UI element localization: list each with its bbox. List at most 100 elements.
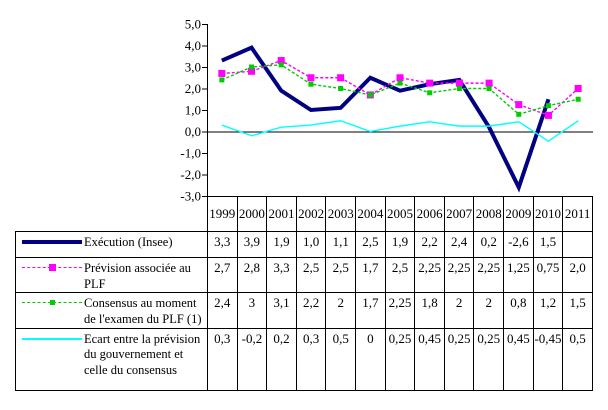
series-marker-1 (515, 101, 523, 109)
value-cell: -0,2 (236, 327, 268, 391)
value-cell: 0,75 (532, 256, 564, 294)
table-row: Exécution (Insee) 3,3 3,9 1,9 1,0 1,1 2,5 1,9 2,… (15, 231, 593, 258)
series-marker-1 (396, 74, 404, 82)
value-cell: 2 (443, 292, 475, 329)
value-cell: 2,2 (414, 231, 445, 258)
y-axis-label: 1,0 (185, 103, 201, 118)
value-cell: 2,25 (443, 256, 475, 294)
value-cell: 0,45 (503, 327, 534, 391)
series-marker-1 (307, 74, 315, 82)
line-chart: 5,0 4,0 3,0 2,0 1,0 0,0 -1,0 -2,0 -3,0 (180, 17, 593, 204)
legend-spacer (16, 197, 208, 232)
y-axis-label: -3,0 (180, 189, 201, 204)
series-marker-2 (308, 81, 314, 87)
series-marker-2 (516, 111, 522, 117)
value-cell: 1,8 (414, 292, 445, 329)
value-cell: 2,5 (384, 256, 416, 294)
value-cell: 1,7 (355, 256, 386, 294)
y-axis-label: 5,0 (185, 17, 201, 32)
series-label: Ecart entre la prévision du gouvernement… (84, 331, 201, 377)
year-cell-2005: 2005 (384, 196, 416, 232)
series-marker-1 (544, 111, 552, 119)
value-cell: -2,6 (503, 231, 534, 258)
series-line-0 (221, 45, 551, 193)
series-marker-1 (248, 67, 256, 75)
value-cell: 3,9 (236, 231, 268, 258)
series-marker-2 (456, 86, 462, 91)
value-cell: 2,8 (236, 256, 268, 294)
series-marker-1 (277, 57, 285, 65)
series-label: Prévision associée au PLF (84, 261, 191, 291)
y-axis-label: 2,0 (185, 81, 201, 96)
series-marker-2 (219, 77, 225, 83)
value-cell: 3,3 (266, 256, 297, 294)
value-cell: 2,4 (443, 231, 475, 258)
cyan-thin-line-swatch-icon (22, 332, 82, 345)
y-axis-label: 3,0 (185, 60, 201, 75)
y-axis-label: -1,0 (180, 146, 201, 161)
year-header-row: 1999 2000 2001 2002 2003 2004 2005 2006 2007 2008… (16, 196, 593, 232)
series-marker-1 (574, 85, 582, 92)
legend-cell: Exécution (Insee) (15, 231, 208, 258)
year-cell-2007: 2007 (443, 196, 475, 232)
value-cell: 0,25 (443, 327, 475, 391)
y-axis-label: 4,0 (185, 38, 201, 53)
value-cell: 0,25 (473, 327, 505, 391)
series-marker-1 (485, 79, 493, 87)
value-cell: 0,25 (384, 327, 416, 391)
value-cell: 2,5 (355, 231, 386, 258)
table-row: Ecart entre la prévision du gouvernement… (15, 327, 593, 391)
value-cell: 2,25 (384, 292, 416, 329)
value-cell: 0,3 (295, 327, 327, 391)
value-cell: 0 (355, 327, 386, 391)
value-cell: 3,3 (207, 231, 238, 258)
value-cell (562, 231, 593, 258)
series-line-1 (221, 59, 579, 117)
series-marker-1 (337, 74, 345, 82)
value-cell: 2,4 (207, 292, 238, 329)
year-cell-2004: 2004 (355, 196, 386, 232)
magenta-dashed-square-swatch-icon (22, 261, 82, 274)
legend-cell: Consensus au moment de l'examen du PLF (… (15, 292, 208, 329)
value-cell: -0,45 (532, 327, 564, 391)
series-marker-2 (278, 62, 284, 68)
series-marker-1 (426, 79, 434, 87)
value-cell: 2,5 (325, 256, 357, 294)
green-dashed-square-swatch-icon (22, 296, 82, 309)
y-axis-label: 0,0 (185, 124, 201, 139)
value-cell: 2,7 (207, 256, 238, 294)
series-marker-2 (486, 86, 492, 91)
value-cell: 1,1 (325, 231, 357, 258)
value-cell: 1,2 (532, 292, 564, 329)
value-cell: 0,8 (503, 292, 534, 329)
year-cell-2001: 2001 (266, 196, 297, 232)
year-cell-2009: 2009 (503, 196, 534, 232)
series-marker-2 (575, 96, 581, 102)
value-cell: 2 (325, 292, 357, 329)
value-cell: 1,9 (266, 231, 297, 258)
year-cell-1999: 1999 (207, 196, 238, 232)
value-cell: 0,45 (414, 327, 445, 391)
value-cell: 1,0 (295, 231, 327, 258)
value-cell: 1,9 (384, 231, 416, 258)
value-cell: 2,0 (562, 256, 593, 294)
value-cell: 1,5 (532, 231, 564, 258)
navy-thick-line-swatch-icon (22, 235, 82, 248)
value-cell: 2,25 (473, 256, 505, 294)
value-cell: 0,2 (473, 231, 505, 258)
value-cell: 3 (236, 292, 268, 329)
series-marker-2 (367, 92, 373, 98)
value-cell: 2,2 (295, 292, 327, 329)
value-cell: 2,5 (295, 256, 327, 294)
legend-cell: Prévision associée au PLF (15, 256, 208, 294)
year-cell-2010: 2010 (532, 196, 564, 232)
value-cell: 2,25 (414, 256, 445, 294)
value-cell: 0,5 (325, 327, 357, 391)
series-marker-2 (427, 90, 433, 96)
year-cell-2011: 2011 (562, 196, 593, 232)
value-cell: 0,3 (207, 327, 238, 391)
series-marker-2 (249, 64, 255, 70)
value-cell: 1,5 (562, 292, 593, 329)
series-label: Consensus au moment de l'examen du PLF (… (84, 296, 202, 326)
